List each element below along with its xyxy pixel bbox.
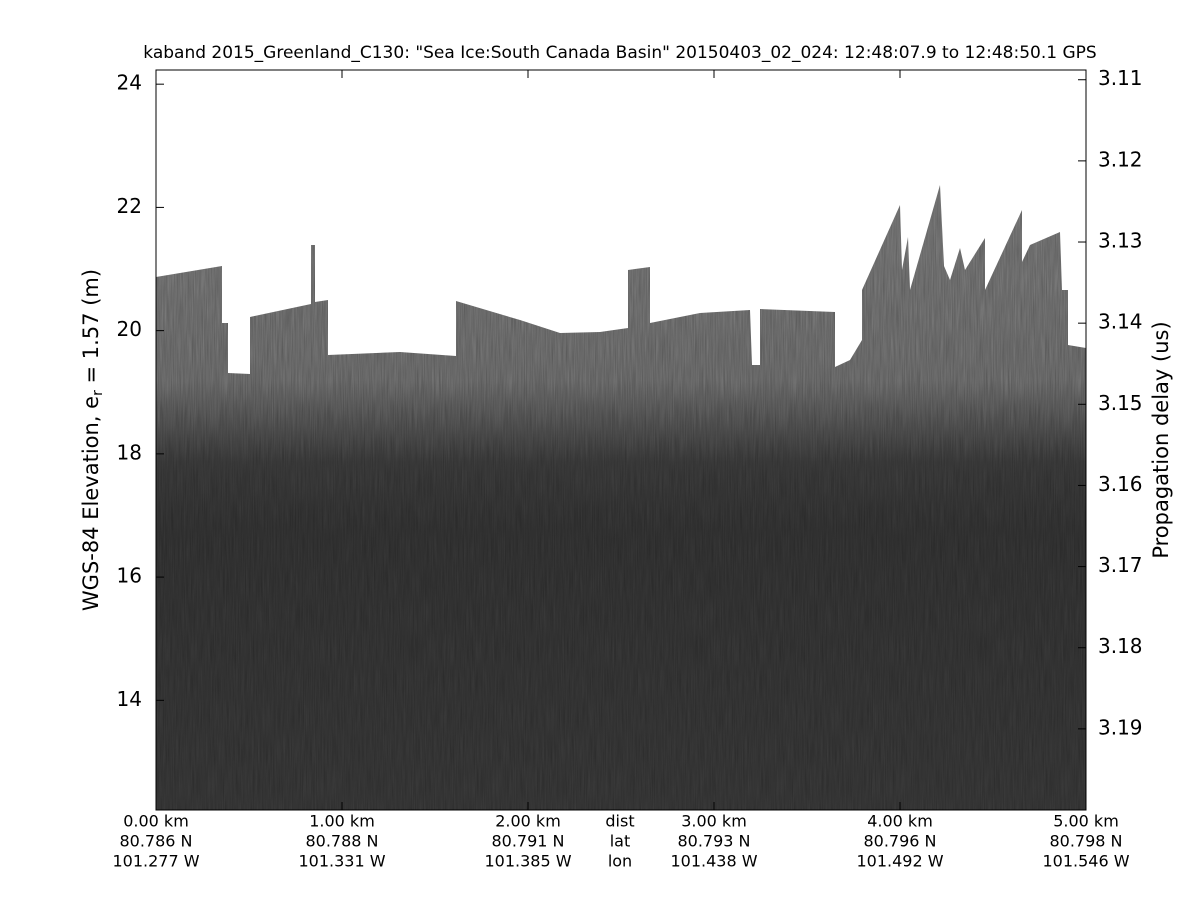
x-tick-lon: 101.492 W: [856, 852, 943, 871]
axes-frame: [155, 69, 1087, 811]
y2-tick-label: 3.17: [1098, 553, 1143, 577]
y2-tick-label: 3.19: [1098, 715, 1143, 739]
x-tick-lat: 80.786 N: [119, 832, 192, 851]
y2-tick-label: 3.12: [1098, 147, 1143, 171]
y-tick-label: 18: [117, 440, 142, 464]
y-tick-label: 20: [117, 317, 142, 341]
x-tick-lat: 80.793 N: [677, 832, 750, 851]
x-tick-label: 1.00 km: [309, 812, 375, 831]
x-tick-label: 0.00 km: [123, 812, 189, 831]
y2-tick-label: 3.14: [1098, 310, 1143, 334]
x-tick-label: 5.00 km: [1053, 812, 1119, 831]
x-tick-lon: 101.385 W: [484, 852, 571, 871]
x-tick-label: 4.00 km: [867, 812, 933, 831]
y2-tick-label: 3.11: [1098, 66, 1143, 90]
y-tick-label: 14: [117, 687, 142, 711]
echogram-image: [156, 70, 1086, 810]
y-tick-label: 24: [117, 71, 142, 95]
x-tick-lat: 80.788 N: [305, 832, 378, 851]
y2-axis-label: Propagation delay (us): [1149, 321, 1173, 558]
y2-tick-label: 3.15: [1098, 391, 1143, 415]
x-tick-label: 2.00 km: [495, 812, 561, 831]
x-tick-lat: 80.798 N: [1049, 832, 1122, 851]
y-tick-label: 22: [117, 194, 142, 218]
x-tick-lon: 101.331 W: [298, 852, 385, 871]
x-tick-label: 3.00 km: [681, 812, 747, 831]
x-row-label: lon: [608, 852, 632, 871]
x-row-label: lat: [610, 832, 631, 851]
x-row-label: dist: [605, 812, 634, 831]
y2-tick-label: 3.13: [1098, 229, 1143, 253]
x-tick-lat: 80.796 N: [863, 832, 936, 851]
y2-tick-label: 3.18: [1098, 634, 1143, 658]
x-tick-lon: 101.546 W: [1042, 852, 1129, 871]
x-tick-lat: 80.791 N: [491, 832, 564, 851]
chart-title: kaband 2015_Greenland_C130: "Sea Ice:Sou…: [143, 43, 1096, 63]
x-tick-lon: 101.277 W: [112, 852, 199, 871]
x-tick-lon: 101.438 W: [670, 852, 757, 871]
y-tick-label: 16: [117, 564, 142, 588]
y2-tick-label: 3.16: [1098, 472, 1143, 496]
y-axis-label: WGS-84 Elevation, er = 1.57 (m): [79, 269, 106, 611]
